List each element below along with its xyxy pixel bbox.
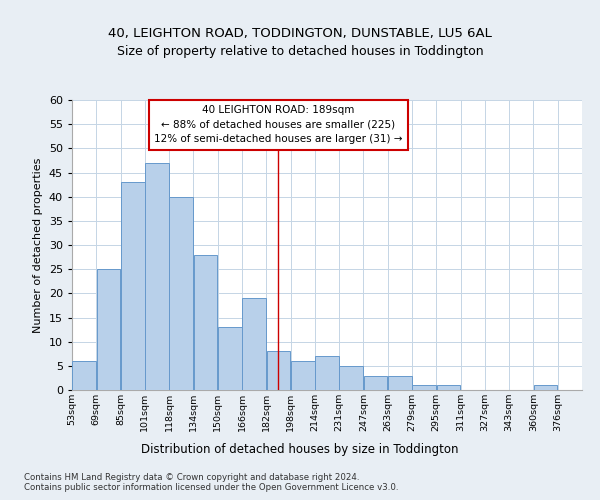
Bar	[437, 385, 460, 390]
Text: Distribution of detached houses by size in Toddington: Distribution of detached houses by size …	[141, 442, 459, 456]
Bar	[412, 385, 436, 390]
Bar	[340, 366, 363, 390]
Bar	[291, 361, 314, 390]
Bar	[364, 376, 388, 390]
Text: Contains public sector information licensed under the Open Government Licence v3: Contains public sector information licen…	[24, 484, 398, 492]
Text: 40 LEIGHTON ROAD: 189sqm
← 88% of detached houses are smaller (225)
12% of semi-: 40 LEIGHTON ROAD: 189sqm ← 88% of detach…	[154, 105, 403, 144]
Bar	[121, 182, 145, 390]
Bar	[194, 254, 217, 390]
Text: 40, LEIGHTON ROAD, TODDINGTON, DUNSTABLE, LU5 6AL: 40, LEIGHTON ROAD, TODDINGTON, DUNSTABLE…	[108, 28, 492, 40]
Bar	[97, 269, 121, 390]
Text: Size of property relative to detached houses in Toddington: Size of property relative to detached ho…	[116, 45, 484, 58]
Bar	[169, 196, 193, 390]
Bar	[145, 163, 169, 390]
Bar	[315, 356, 339, 390]
Text: Contains HM Land Registry data © Crown copyright and database right 2024.: Contains HM Land Registry data © Crown c…	[24, 472, 359, 482]
Y-axis label: Number of detached properties: Number of detached properties	[33, 158, 43, 332]
Bar	[533, 385, 557, 390]
Bar	[266, 352, 290, 390]
Bar	[72, 361, 96, 390]
Bar	[242, 298, 266, 390]
Bar	[388, 376, 412, 390]
Bar	[218, 327, 242, 390]
